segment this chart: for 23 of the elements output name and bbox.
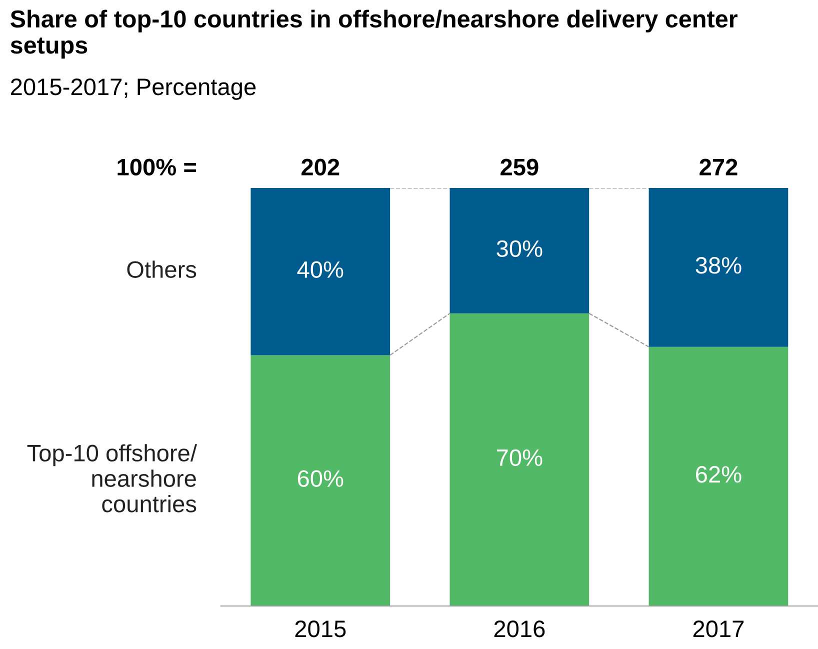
chart-subtitle: 2015-2017; Percentage [11, 78, 256, 100]
x-tick-label: 2015 [295, 620, 346, 638]
text: 100% = [118, 158, 196, 176]
text: Others [127, 260, 196, 278]
data-label: 70% [497, 449, 542, 466]
data-label: 30% [496, 240, 542, 258]
text: 272 [700, 158, 738, 176]
bar [450, 313, 590, 606]
text: 202 [302, 158, 340, 176]
x-tick-label: 2016 [494, 620, 545, 638]
data-label: 40% [297, 261, 344, 278]
bar [250, 188, 390, 356]
chart-title: Share of top-10 countries in offshore/nearshore delivery center setups [10, 10, 738, 59]
bar [648, 188, 788, 347]
bar [450, 188, 590, 314]
data-label: 60% [298, 470, 344, 487]
text: Top-10 offshore/ nearshore countries [27, 444, 197, 512]
data-label: 62% [696, 466, 742, 483]
bar [648, 346, 788, 606]
data-label: 38% [696, 257, 742, 274]
bar [250, 355, 390, 606]
x-tick-label: 2017 [693, 620, 744, 638]
text: 259 [500, 158, 538, 176]
